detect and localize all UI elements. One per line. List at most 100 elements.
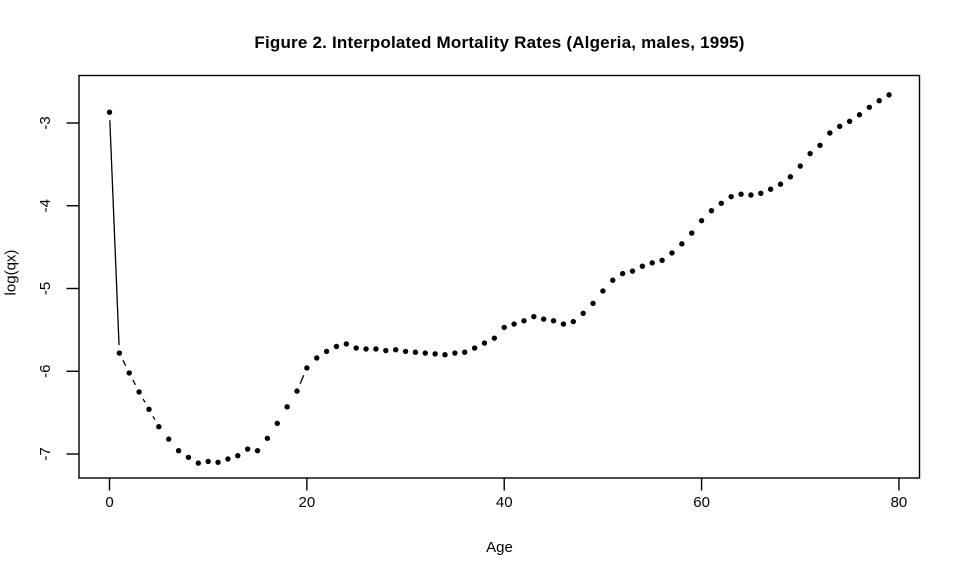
data-point	[314, 355, 320, 361]
data-point	[629, 268, 636, 274]
x-tick-label: 60	[693, 494, 710, 511]
data-point	[718, 200, 725, 206]
data-point	[767, 186, 774, 192]
connector-segment	[122, 359, 127, 367]
data-point	[728, 193, 734, 200]
data-point	[639, 263, 646, 269]
data-point	[708, 208, 715, 214]
x-tick-label: 0	[105, 494, 113, 511]
data-point	[244, 446, 251, 452]
data-point	[363, 346, 369, 352]
data-point	[136, 389, 142, 395]
connector-segment	[142, 398, 146, 403]
data-point	[442, 352, 448, 358]
data-point	[610, 277, 616, 283]
data-point	[452, 350, 458, 356]
data-point	[531, 313, 537, 320]
y-tick-label: -6	[37, 365, 54, 378]
data-point	[116, 350, 123, 356]
connector-segment	[299, 375, 305, 385]
data-point	[235, 452, 241, 459]
data-point	[689, 230, 695, 236]
data-point	[146, 406, 152, 413]
connector-segment	[132, 379, 136, 386]
data-point	[471, 345, 478, 351]
data-point	[106, 109, 113, 115]
data-point	[580, 310, 586, 317]
data-point	[156, 423, 162, 430]
plot-title: Figure 2. Interpolated Mortality Rates (…	[254, 33, 745, 52]
data-point	[343, 341, 350, 347]
data-point	[422, 350, 428, 356]
y-tick-label: -5	[37, 282, 54, 295]
data-point	[797, 163, 803, 169]
data-point	[323, 348, 330, 355]
data-point	[195, 460, 202, 466]
data-point	[412, 349, 419, 355]
data-point	[392, 347, 399, 353]
data-point	[175, 447, 182, 454]
data-point	[886, 92, 892, 98]
data-point	[777, 181, 784, 187]
data-point	[126, 370, 132, 376]
data-point	[353, 345, 359, 351]
data-point	[501, 324, 507, 331]
data-point	[481, 340, 488, 346]
data-point	[758, 190, 764, 197]
data-point	[205, 458, 211, 465]
y-tick-label: -3	[37, 116, 54, 129]
data-point	[560, 321, 567, 327]
data-point	[669, 250, 675, 256]
data-point	[550, 318, 557, 324]
data-point	[738, 191, 744, 197]
data-point	[876, 97, 882, 104]
data-point	[698, 217, 705, 224]
data-point	[679, 241, 685, 247]
connector-segment	[152, 415, 156, 421]
x-tick-label: 20	[299, 494, 316, 511]
data-point	[856, 112, 863, 118]
connector-segment	[109, 120, 120, 346]
data-point	[383, 347, 389, 354]
data-point	[185, 454, 192, 461]
x-axis-label: Age	[486, 539, 513, 556]
data-point	[462, 349, 468, 355]
data-point	[659, 257, 665, 264]
data-point	[294, 388, 300, 394]
data-point	[540, 316, 547, 322]
data-point	[748, 192, 754, 198]
data-point	[521, 318, 527, 324]
x-tick-label: 80	[891, 494, 908, 511]
data-point	[166, 436, 172, 442]
data-point	[373, 346, 379, 352]
data-point	[619, 270, 626, 277]
data-point	[649, 260, 655, 266]
data-point	[215, 459, 221, 465]
data-point	[225, 456, 231, 462]
data-point	[817, 142, 823, 149]
data-point	[511, 321, 517, 327]
data-point	[827, 130, 833, 136]
data-point	[274, 420, 280, 427]
data-point	[837, 123, 843, 130]
data-point	[787, 174, 794, 180]
data-point	[600, 288, 606, 294]
x-tick-label: 40	[496, 494, 513, 511]
data-point	[491, 335, 498, 341]
data-point	[432, 351, 438, 357]
data-point	[590, 300, 596, 307]
y-tick-label: -7	[37, 447, 54, 460]
data-point	[304, 365, 310, 371]
y-tick-label: -4	[37, 199, 54, 212]
data-point	[866, 104, 873, 110]
data-point	[264, 435, 271, 441]
data-point	[284, 404, 290, 410]
data-point	[333, 343, 340, 350]
y-axis-label: log(qx)	[2, 249, 20, 296]
data-point	[846, 118, 853, 125]
data-point	[254, 447, 261, 454]
data-point	[807, 150, 813, 157]
data-point	[402, 348, 409, 355]
